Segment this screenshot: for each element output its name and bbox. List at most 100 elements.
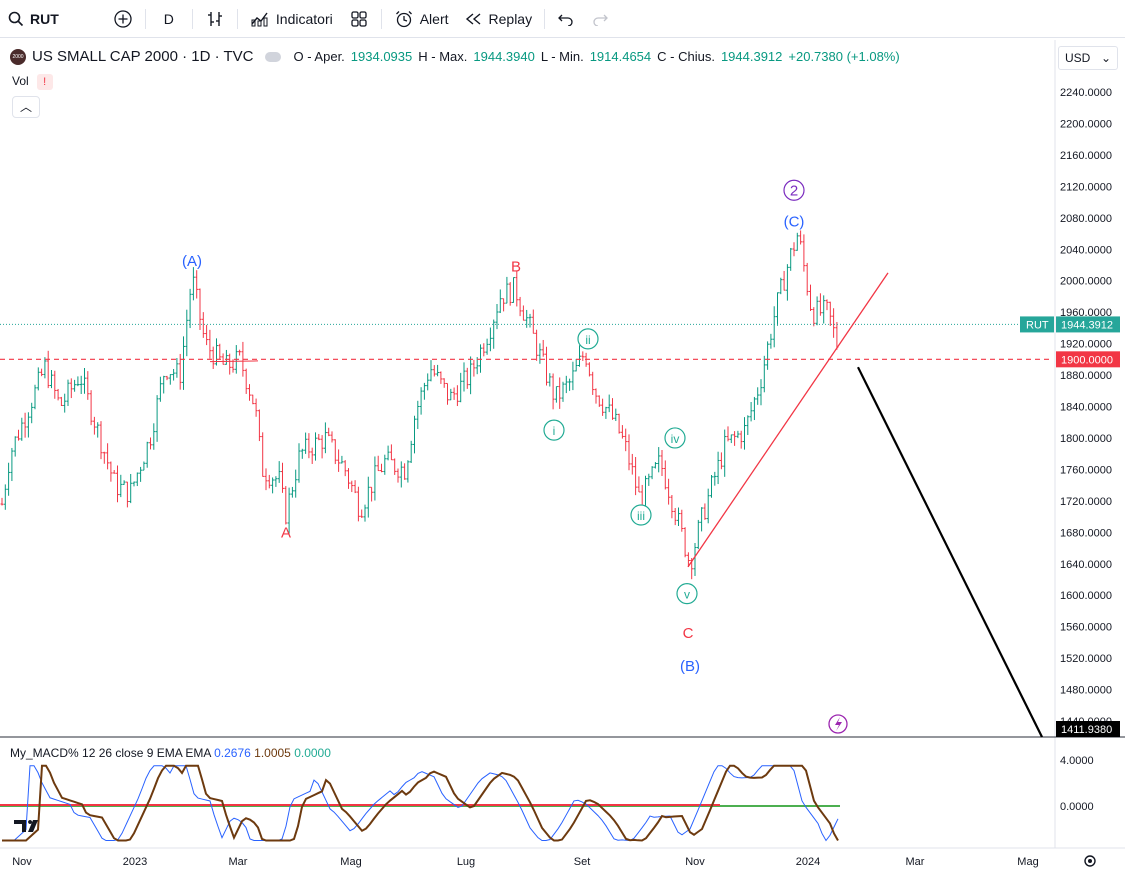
time-tick-label: Mar: [906, 856, 925, 868]
price-tick-label: 2120.0000: [1060, 181, 1112, 193]
price-bars: [0, 230, 839, 580]
replay-button[interactable]: Replay: [457, 0, 541, 37]
bottom-price-tag: [1056, 721, 1120, 737]
symbol-label: RUT: [30, 10, 59, 27]
divider: [544, 8, 546, 29]
warning-icon[interactable]: !: [36, 74, 53, 90]
wave-circle: [630, 504, 652, 526]
wave-label: A: [281, 524, 291, 541]
grid-lines: [0, 40, 1125, 849]
wave-label: iii: [637, 509, 645, 523]
alert-button[interactable]: Alert: [386, 0, 457, 37]
collapse-legend-button[interactable]: ︿: [12, 96, 40, 118]
price-tick-label: 2000.0000: [1060, 276, 1112, 288]
plus-circle-icon: [114, 9, 132, 28]
wave-circle: [577, 328, 599, 350]
indicators-label: Indicatori: [275, 10, 333, 27]
macd-value-3: 0.0000: [294, 746, 331, 760]
time-tick-label: Mag: [340, 856, 361, 868]
wave-label: 2: [790, 182, 798, 199]
wave-circle: [676, 583, 698, 605]
symbol-logo: 2000: [10, 48, 26, 65]
projection-line: [857, 366, 1043, 738]
currency-label: USD: [1065, 51, 1091, 65]
price-tick-label: 1720.0000: [1060, 496, 1112, 508]
open-label: O - Aper.: [293, 49, 345, 64]
wave-label: (C): [784, 214, 805, 231]
wave-label: ii: [585, 333, 590, 347]
price-tick-label: 1560.0000: [1060, 622, 1112, 634]
undo-button[interactable]: [549, 0, 583, 37]
macd-tick-label: 0.0000: [1060, 801, 1094, 813]
trendline-red: [687, 272, 889, 568]
high-label: H - Max.: [418, 49, 468, 64]
lightning-bolt: [835, 717, 842, 731]
macd-tick-label: 4.0000: [1060, 755, 1094, 767]
time-tick-label: Lug: [457, 856, 475, 868]
indicators-button[interactable]: Indicatori: [242, 0, 341, 37]
price-tick-label: 1760.0000: [1060, 464, 1112, 476]
symbol-search[interactable]: RUT: [0, 0, 67, 37]
rewind-icon: [465, 12, 480, 25]
wave-label: (A): [182, 253, 202, 270]
undo-icon: [558, 14, 573, 26]
redo-button[interactable]: [583, 0, 617, 37]
symbol-price-tag-label: RUT: [1026, 319, 1049, 331]
currency-select[interactable]: USD ⌄: [1058, 46, 1118, 70]
wave-circle: [543, 419, 565, 441]
layouts-button[interactable]: [341, 0, 377, 37]
divider: [236, 8, 238, 29]
time-axis[interactable]: Nov 2023 Mar Mag Lug Set Nov 2024 Mar Mag: [12, 855, 1096, 868]
volume-legend[interactable]: Vol!: [12, 74, 53, 90]
indicators-icon: [251, 12, 268, 26]
price-axis[interactable]: 2240.0000 2200.0000 2160.0000 2120.0000 2080…: [1020, 87, 1120, 737]
time-tick-label: Mar: [229, 856, 248, 868]
price-tick-label: 1640.0000: [1060, 559, 1112, 571]
macd-params: 12 26 close 9 EMA EMA: [82, 746, 211, 760]
visibility-toggle[interactable]: [265, 51, 282, 62]
symbol-title[interactable]: US SMALL CAP 2000 · 1D · TVC: [32, 48, 254, 65]
time-tick-label: Mag: [1017, 856, 1038, 868]
wave-label: i: [553, 424, 556, 438]
price-tick-label: 2080.0000: [1060, 213, 1112, 225]
low-value: 1914.4654: [589, 49, 652, 64]
low-label: L - Min.: [540, 49, 584, 64]
price-tick-label: 1600.0000: [1060, 590, 1112, 602]
open-value: 1934.0935: [350, 49, 413, 64]
wave-label: (B): [680, 658, 700, 675]
price-tick-label: 2160.0000: [1060, 150, 1112, 162]
replay-label: Replay: [488, 10, 533, 27]
macd-legend: My_MACD% 12 26 close 9 EMA EMA 0.2676 1.…: [10, 746, 331, 760]
macd-pane: 4.0000 0.0000: [0, 755, 1094, 842]
level-price-tag-label: 1900.0000: [1061, 354, 1113, 366]
signal-line: [2, 764, 839, 842]
alarm-clock-icon: [395, 10, 412, 27]
interval-label: D: [163, 10, 174, 27]
divider: [191, 8, 193, 29]
price-tick-label: 1960.0000: [1060, 307, 1112, 319]
time-tick-label: 2023: [123, 856, 147, 868]
price-tick-label: 1840.0000: [1060, 402, 1112, 414]
settings-gear-icon[interactable]: [1084, 855, 1096, 867]
gear-center-icon: [1088, 859, 1092, 863]
redo-icon: [593, 14, 609, 26]
price-tick-label: 2040.0000: [1060, 244, 1112, 256]
wave-circle: [664, 427, 686, 449]
macd-value-2: 1.0005: [254, 746, 291, 760]
chevron-down-icon: ⌄: [1100, 51, 1111, 65]
price-tick-label: 1880.0000: [1060, 370, 1112, 382]
time-tick-label: Set: [574, 856, 591, 868]
macd-name[interactable]: My_MACD%: [10, 746, 79, 760]
wave-label: B: [511, 259, 521, 276]
wave-label: v: [684, 588, 690, 602]
divider: [380, 8, 382, 29]
volume-label: Vol: [12, 74, 29, 88]
price-tick-label: 1800.0000: [1060, 433, 1112, 445]
chart-type-button[interactable]: [197, 0, 233, 37]
last-price-tag-label: 1944.3912: [1061, 319, 1113, 331]
compare-button[interactable]: [105, 0, 141, 37]
interval-button[interactable]: D: [150, 0, 188, 37]
symbol-legend: 2000 US SMALL CAP 2000 · 1D · TVC O - Ap…: [10, 48, 900, 65]
